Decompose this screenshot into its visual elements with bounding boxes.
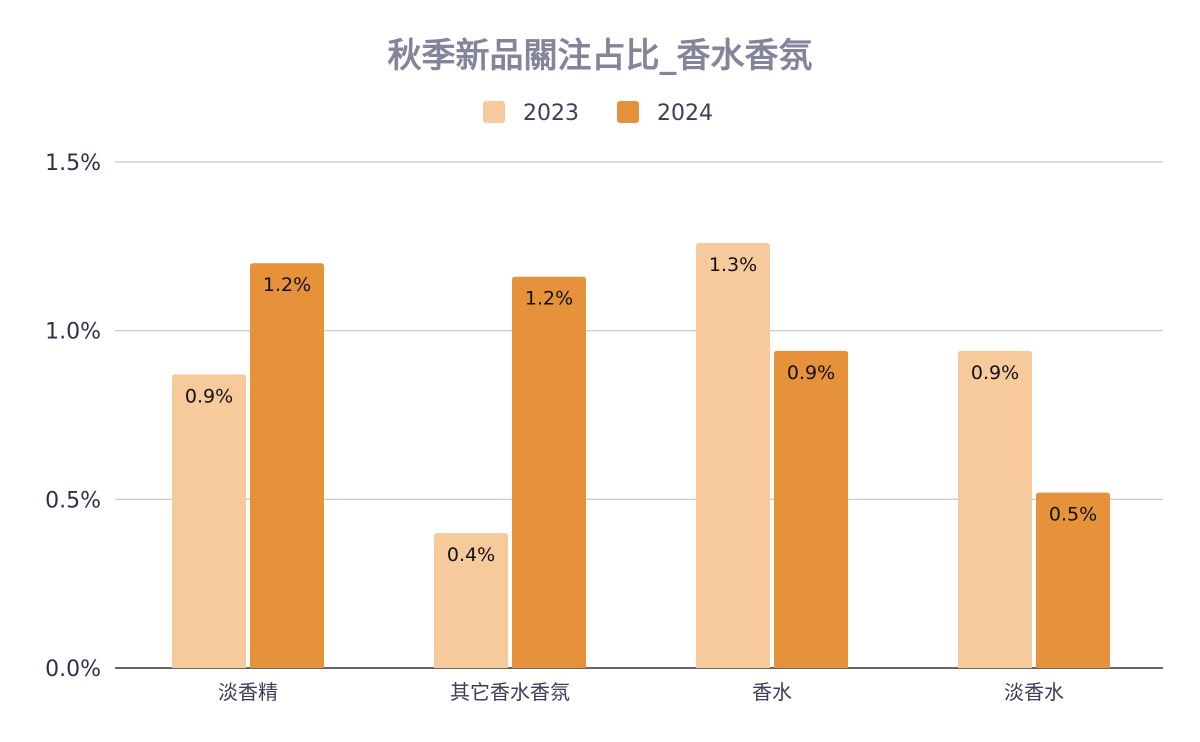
legend-label: 2024 bbox=[657, 101, 713, 126]
chart-title: 秋季新品關注占比_香水香氛 bbox=[388, 36, 813, 76]
x-tick-label: 其它香水香氛 bbox=[450, 680, 570, 704]
bar-2024-3 bbox=[1036, 492, 1110, 668]
data-label: 1.2% bbox=[263, 274, 311, 296]
data-label: 1.3% bbox=[709, 254, 757, 276]
bar-2023-3 bbox=[958, 350, 1032, 668]
y-tick-label: 1.0% bbox=[45, 320, 101, 345]
bar-2023-2 bbox=[696, 242, 770, 668]
bar-2024-0 bbox=[250, 263, 324, 668]
y-tick-label: 1.5% bbox=[45, 151, 101, 176]
x-tick-label: 淡香精 bbox=[218, 680, 278, 704]
legend: 2023 2024 bbox=[483, 101, 713, 126]
bar-2024-2 bbox=[774, 350, 848, 668]
legend-swatch-2024 bbox=[617, 101, 639, 123]
bar-2023-1 bbox=[434, 533, 508, 668]
legend-label: 2023 bbox=[523, 101, 579, 126]
data-label: 0.5% bbox=[1049, 504, 1097, 526]
data-label: 1.2% bbox=[525, 288, 573, 310]
x-tick-label: 香水 bbox=[752, 680, 792, 704]
data-label: 0.4% bbox=[447, 544, 495, 566]
x-tick-label: 淡香水 bbox=[1004, 680, 1064, 704]
bar-2023-0 bbox=[172, 374, 246, 668]
data-label: 0.9% bbox=[787, 362, 835, 384]
y-tick-label: 0.0% bbox=[45, 657, 101, 682]
data-label: 0.9% bbox=[971, 362, 1019, 384]
data-label: 0.9% bbox=[185, 386, 233, 408]
legend-swatch-2023 bbox=[483, 101, 505, 123]
bar-2024-1 bbox=[512, 276, 586, 668]
y-tick-label: 0.5% bbox=[45, 488, 101, 513]
